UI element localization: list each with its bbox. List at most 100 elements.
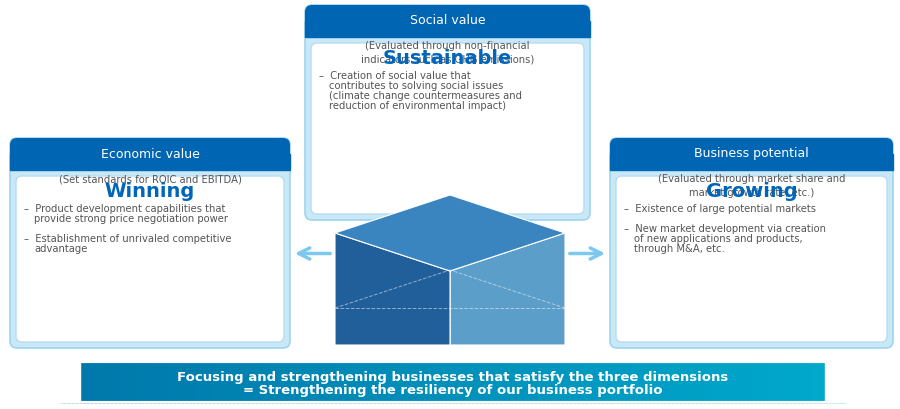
Bar [798, 362, 803, 402]
Bar [574, 362, 579, 402]
Bar [405, 362, 410, 402]
Bar [496, 362, 500, 402]
Bar [825, 361, 855, 402]
Polygon shape [335, 195, 565, 271]
Bar [288, 362, 292, 402]
Bar [170, 362, 175, 402]
Bar [692, 362, 697, 402]
Bar [441, 362, 446, 402]
Bar [421, 362, 426, 402]
Bar [503, 362, 508, 402]
Polygon shape [450, 233, 565, 345]
Bar [335, 362, 339, 402]
Bar [410, 362, 414, 402]
Bar [87, 362, 93, 402]
Bar [194, 362, 198, 402]
Bar [398, 362, 402, 402]
FancyBboxPatch shape [10, 138, 290, 170]
Bar [185, 362, 191, 402]
Bar [508, 362, 512, 402]
Bar [284, 362, 289, 402]
Bar [448, 362, 454, 402]
Bar [712, 362, 716, 402]
Bar [303, 362, 309, 402]
Bar [225, 362, 230, 402]
Bar [716, 362, 720, 402]
Bar [115, 362, 120, 402]
Text: Focusing and strengthening businesses that satisfy the three dimensions: Focusing and strengthening businesses th… [177, 371, 728, 384]
FancyBboxPatch shape [610, 138, 893, 170]
Bar [209, 362, 214, 402]
Bar [386, 362, 391, 402]
Bar [762, 362, 768, 402]
Bar [484, 362, 489, 402]
Bar [727, 362, 733, 402]
Bar [609, 362, 615, 402]
Text: reduction of environmental impact): reduction of environmental impact) [329, 101, 506, 111]
Text: (climate change countermeasures and: (climate change countermeasures and [329, 91, 522, 101]
Text: through M&A, etc.: through M&A, etc. [634, 244, 724, 254]
Bar [614, 362, 618, 402]
Bar [158, 362, 163, 402]
FancyBboxPatch shape [305, 5, 590, 37]
Bar [825, 362, 831, 402]
Bar [331, 362, 336, 402]
Bar [590, 362, 595, 402]
Bar [182, 362, 186, 402]
Bar [531, 362, 536, 402]
Bar [429, 362, 434, 402]
Bar [362, 362, 367, 402]
Bar [767, 362, 771, 402]
Text: (Set standards for ROIC and EBITDA): (Set standards for ROIC and EBITDA) [58, 174, 241, 184]
Bar [476, 362, 481, 402]
Bar [456, 362, 462, 402]
Bar [571, 362, 575, 402]
Bar [95, 362, 100, 402]
Bar [696, 362, 701, 402]
Text: –  Existence of large potential markets: – Existence of large potential markets [624, 204, 816, 214]
Bar [237, 362, 241, 402]
Bar [551, 362, 555, 402]
Bar [837, 362, 842, 402]
Bar [245, 362, 249, 402]
Bar [661, 362, 665, 402]
Bar [735, 362, 740, 402]
Bar [130, 362, 136, 402]
Bar [833, 362, 838, 402]
Bar [268, 362, 273, 402]
Bar [546, 362, 552, 402]
Bar [637, 362, 642, 402]
Bar [178, 362, 183, 402]
Text: (Evaluated through non-financial
indicators such as GHG emissions): (Evaluated through non-financial indicat… [361, 41, 534, 65]
FancyBboxPatch shape [616, 176, 887, 342]
Bar [142, 362, 148, 402]
FancyBboxPatch shape [16, 176, 284, 342]
Text: Sustainable: Sustainable [382, 49, 512, 68]
Bar [260, 362, 265, 402]
Bar [759, 362, 763, 402]
Bar [782, 362, 788, 402]
Bar [817, 362, 823, 402]
Text: –  Product development capabilities that: – Product development capabilities that [24, 204, 225, 214]
FancyBboxPatch shape [10, 138, 290, 348]
Bar [295, 362, 301, 402]
Bar [491, 362, 497, 402]
Bar [617, 362, 622, 402]
Bar [606, 362, 610, 402]
Bar [672, 362, 677, 402]
Text: (Evaluated through market share and
market growth rate, etc.): (Evaluated through market share and mark… [658, 174, 845, 198]
Bar [229, 362, 234, 402]
Bar [272, 362, 277, 402]
Bar [464, 362, 469, 402]
Bar [433, 362, 437, 402]
Bar [197, 362, 202, 402]
Text: –  New market development via creation: – New market development via creation [624, 224, 826, 234]
Bar [68, 362, 73, 402]
Bar [770, 362, 775, 402]
Bar [806, 362, 811, 402]
Bar [594, 362, 598, 402]
Bar [119, 362, 124, 402]
Bar [822, 362, 826, 402]
Bar [739, 362, 744, 402]
Bar [472, 362, 477, 402]
